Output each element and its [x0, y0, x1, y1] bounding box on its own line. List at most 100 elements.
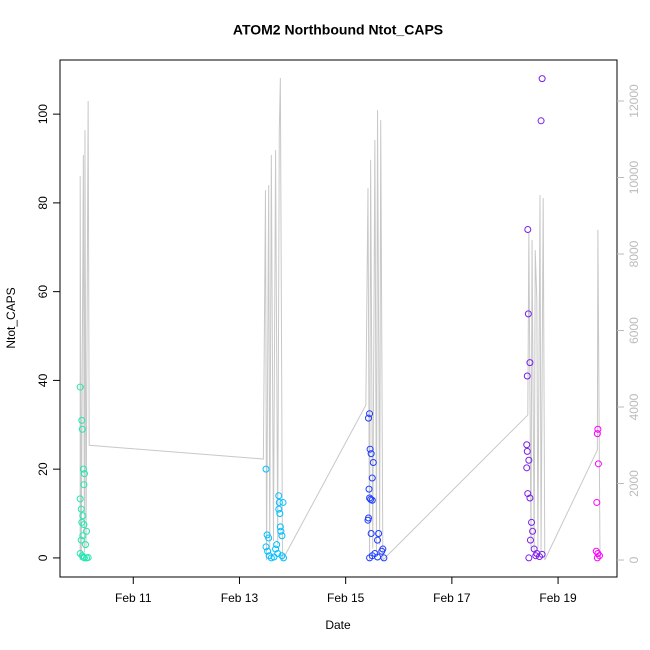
scatter-point: [594, 425, 602, 433]
scatter-point: [80, 481, 88, 489]
y2-tick-label: 8000: [627, 240, 641, 267]
scatter-point: [276, 523, 284, 531]
scatter-point: [270, 553, 278, 561]
scatter-point: [523, 464, 531, 472]
y2-tick-label: 12000: [627, 84, 641, 118]
y-tick-label: 20: [36, 462, 50, 476]
scatter-point: [375, 530, 383, 538]
y2-tick-label: 10000: [627, 160, 641, 194]
scatter-point: [595, 552, 603, 560]
scatter-point: [538, 75, 546, 83]
scatter-point: [365, 414, 373, 422]
scatter-point: [262, 543, 270, 551]
scatter-point: [78, 416, 86, 424]
scatter-point: [369, 459, 377, 467]
chart-title: ATOM2 Northbound Ntot_CAPS: [233, 22, 443, 38]
scatter-point: [272, 545, 280, 553]
scatter-point: [273, 541, 281, 549]
scatter-point: [265, 534, 273, 542]
scatter-point: [79, 465, 87, 473]
scatter-point: [364, 516, 372, 524]
scatter-point: [367, 450, 375, 458]
y-tick-label: 0: [36, 554, 50, 561]
scatter-point: [76, 383, 84, 391]
y2-tick-label: 6000: [627, 317, 641, 344]
scatter-point: [374, 536, 382, 544]
line-series: [79, 78, 601, 562]
scatter-point: [532, 552, 540, 560]
scatter-point: [76, 495, 84, 503]
scatter-point: [78, 518, 86, 526]
scatter-point: [523, 372, 531, 380]
scatter-point: [524, 226, 532, 234]
scatter-point: [84, 553, 92, 561]
scatter-point: [526, 359, 534, 367]
scatter-point: [280, 554, 288, 562]
scatter-point: [275, 505, 283, 513]
scatter-point: [277, 527, 285, 535]
scatter-point: [366, 554, 374, 562]
scatter-point: [368, 496, 376, 504]
scatter-point: [529, 527, 537, 535]
y2-tick-label: 4000: [627, 393, 641, 420]
scatter-point: [80, 554, 88, 562]
scatter-point: [264, 547, 272, 555]
scatter-point: [538, 550, 546, 558]
scatter-point: [83, 527, 91, 535]
scatter-point: [274, 549, 282, 557]
scatter-point: [524, 310, 532, 318]
scatter-point: [378, 547, 386, 555]
scatter-point: [79, 512, 87, 520]
scatter-point: [593, 498, 601, 506]
scatter-point: [593, 430, 601, 438]
scatter-point: [593, 554, 601, 562]
scatter-point: [275, 492, 283, 500]
x-axis-label: Date: [325, 618, 351, 632]
x-tick-label: Feb 11: [115, 591, 152, 605]
scatter-point: [77, 536, 85, 544]
scatter-point: [79, 553, 87, 561]
y-tick-label: 60: [36, 285, 50, 299]
scatter-point: [275, 498, 283, 506]
y2-tick-label: 0: [627, 556, 641, 563]
scatter-point: [276, 510, 284, 518]
scatter-point: [525, 554, 533, 562]
scatter-point: [368, 474, 376, 482]
scatter-point: [80, 470, 88, 478]
scatter-point: [528, 518, 536, 526]
scatter-point: [81, 541, 89, 549]
scatter-point: [524, 490, 532, 498]
scatter-point: [80, 521, 88, 529]
x-tick-label: Feb 13: [221, 591, 259, 605]
scatter-point: [366, 410, 374, 418]
scatter-point: [78, 425, 86, 433]
x-tick-label: Feb 15: [327, 591, 365, 605]
y-axis-label: Ntot_CAPS: [4, 287, 18, 348]
y-tick-label: 80: [36, 196, 50, 210]
y2-tick-label: 2000: [627, 470, 641, 497]
scatter-point: [79, 532, 87, 540]
y-tick-label: 100: [36, 104, 50, 124]
scatter-point: [523, 441, 531, 449]
scatter-point: [366, 445, 374, 453]
y-tick-label: 40: [36, 373, 50, 387]
scatter-point: [265, 552, 273, 560]
scatter-point: [380, 554, 388, 562]
scatter-point: [365, 485, 373, 493]
scatter-point: [279, 498, 287, 506]
x-tick-label: Feb 17: [433, 591, 471, 605]
scatter-point: [278, 532, 286, 540]
scatter-point: [526, 536, 534, 544]
scatter-point: [77, 505, 85, 513]
x-tick-label: Feb 19: [539, 591, 577, 605]
plot-frame: [59, 59, 618, 578]
scatter-point: [594, 460, 602, 468]
scatter-point: [367, 530, 375, 538]
scatter-point: [523, 447, 531, 455]
scatter-point: [525, 456, 533, 464]
scatter-point: [537, 117, 545, 125]
scatter-point: [526, 494, 534, 502]
scatter-point: [262, 465, 270, 473]
